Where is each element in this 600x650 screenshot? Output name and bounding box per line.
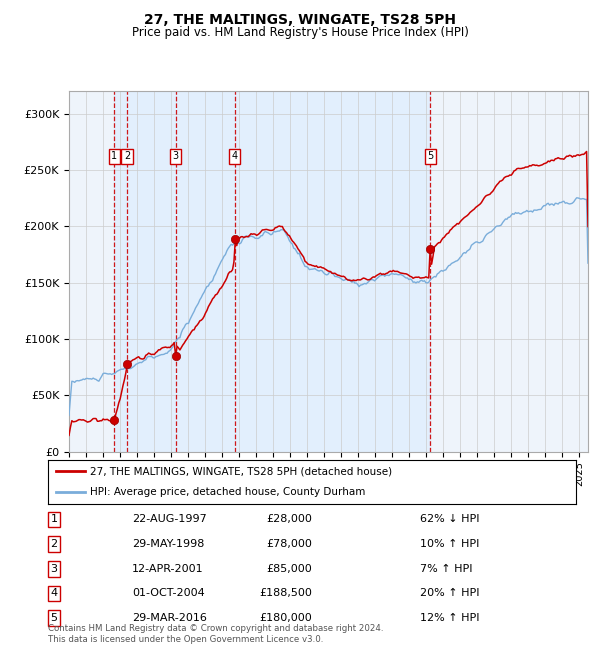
Text: 12-APR-2001: 12-APR-2001 bbox=[132, 564, 203, 574]
Text: 1: 1 bbox=[111, 151, 117, 161]
Text: 2: 2 bbox=[124, 151, 130, 161]
Text: £78,000: £78,000 bbox=[266, 539, 312, 549]
Text: 62% ↓ HPI: 62% ↓ HPI bbox=[420, 514, 479, 525]
Text: £180,000: £180,000 bbox=[259, 613, 312, 623]
Text: Contains HM Land Registry data © Crown copyright and database right 2024.
This d: Contains HM Land Registry data © Crown c… bbox=[48, 624, 383, 644]
Text: £28,000: £28,000 bbox=[266, 514, 312, 525]
Text: 4: 4 bbox=[50, 588, 58, 599]
Text: 3: 3 bbox=[173, 151, 179, 161]
Text: 3: 3 bbox=[50, 564, 58, 574]
Text: 7% ↑ HPI: 7% ↑ HPI bbox=[420, 564, 473, 574]
Text: 22-AUG-1997: 22-AUG-1997 bbox=[132, 514, 207, 525]
Text: 27, THE MALTINGS, WINGATE, TS28 5PH (detached house): 27, THE MALTINGS, WINGATE, TS28 5PH (det… bbox=[90, 467, 392, 476]
Text: 29-MAR-2016: 29-MAR-2016 bbox=[132, 613, 207, 623]
Text: 20% ↑ HPI: 20% ↑ HPI bbox=[420, 588, 479, 599]
Bar bbox=[114, 91, 430, 452]
Text: 2: 2 bbox=[50, 539, 58, 549]
Text: 5: 5 bbox=[50, 613, 58, 623]
Text: £188,500: £188,500 bbox=[259, 588, 312, 599]
Text: £85,000: £85,000 bbox=[266, 564, 312, 574]
Text: 4: 4 bbox=[232, 151, 238, 161]
Text: Price paid vs. HM Land Registry's House Price Index (HPI): Price paid vs. HM Land Registry's House … bbox=[131, 26, 469, 39]
Text: 1: 1 bbox=[50, 514, 58, 525]
Text: 12% ↑ HPI: 12% ↑ HPI bbox=[420, 613, 479, 623]
Text: HPI: Average price, detached house, County Durham: HPI: Average price, detached house, Coun… bbox=[90, 487, 365, 497]
Text: 5: 5 bbox=[427, 151, 434, 161]
Text: 10% ↑ HPI: 10% ↑ HPI bbox=[420, 539, 479, 549]
Text: 01-OCT-2004: 01-OCT-2004 bbox=[132, 588, 205, 599]
Text: 27, THE MALTINGS, WINGATE, TS28 5PH: 27, THE MALTINGS, WINGATE, TS28 5PH bbox=[144, 13, 456, 27]
Text: 29-MAY-1998: 29-MAY-1998 bbox=[132, 539, 205, 549]
